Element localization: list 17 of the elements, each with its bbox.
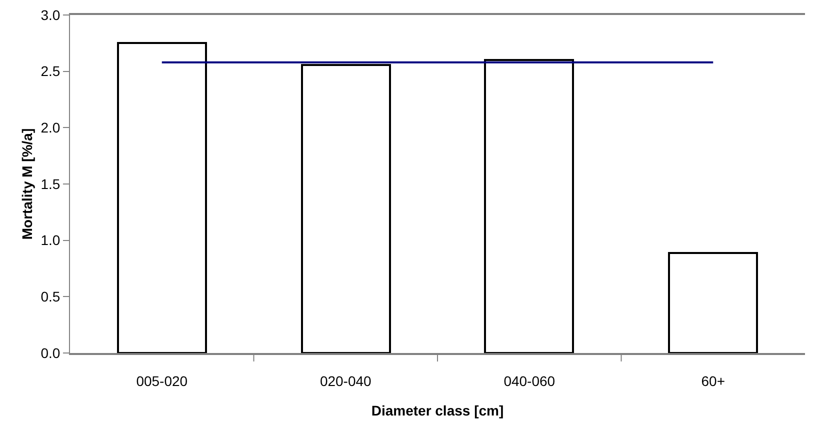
y-tick-label: 3.0 <box>40 6 60 23</box>
x-tick-label: 60+ <box>701 372 726 389</box>
x-tick-label: 020-040 <box>320 372 372 389</box>
y-tick-label: 0.0 <box>40 344 60 361</box>
x-tick-label: 040-060 <box>504 372 556 389</box>
y-tick-label: 2.5 <box>40 63 60 80</box>
bar <box>668 252 758 353</box>
bar <box>484 59 574 353</box>
y-tick-label: 1.0 <box>40 232 60 248</box>
bar <box>117 42 207 353</box>
y-tick-label: 1.5 <box>40 176 60 192</box>
x-axis-title: Diameter class [cm] <box>371 402 504 419</box>
y-tick-label: 0.5 <box>40 288 60 305</box>
x-tick-label: 005-020 <box>136 372 188 389</box>
y-tick-label: 2.0 <box>40 120 60 136</box>
y-axis-title: Mortality M [%/a] <box>19 128 35 240</box>
bar <box>301 64 391 353</box>
